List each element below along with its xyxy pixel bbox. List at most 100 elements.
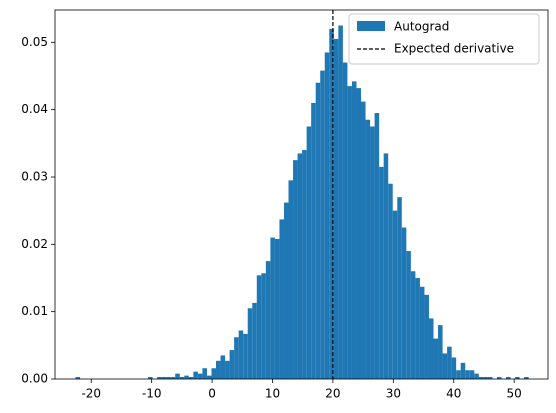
legend-label: Autograd [394,20,449,34]
bar [238,330,244,379]
bar [351,81,357,379]
bar [216,360,221,379]
bar [311,102,316,380]
bar [433,338,439,379]
legend-swatch [357,21,385,31]
bar [474,373,479,379]
bar [469,370,475,379]
bar [356,88,362,379]
bar [410,271,416,379]
bar [415,277,420,379]
x-tick-label: 50 [507,387,522,401]
bar [374,113,380,380]
bar [274,238,280,379]
bar [302,150,307,379]
bar [506,376,511,379]
x-tick-label: 0 [208,387,216,401]
bar [392,210,398,379]
bar [261,273,266,379]
bar [220,355,226,379]
bar [170,376,176,379]
bar [197,373,203,379]
bar [188,376,194,379]
bar [320,70,325,380]
bar [447,346,452,379]
y-tick-label: 0.04 [21,102,48,116]
bar [256,275,262,379]
legend-box [348,13,540,65]
bar [297,153,303,379]
bar [293,160,298,379]
bar [315,82,321,379]
x-tick-label: 10 [265,387,280,401]
bar [397,197,402,379]
bar [202,368,207,379]
bar [75,376,81,379]
x-tick-label: 40 [446,387,461,401]
bar [338,25,343,380]
bar [515,376,520,379]
bar [247,308,253,379]
bar [406,251,411,379]
x-tick-label: -10 [142,387,162,401]
bar [193,371,198,379]
y-tick-label: 0.05 [21,35,48,49]
bar [370,126,375,379]
bar [388,183,393,379]
bar [419,286,425,379]
bar [211,368,217,379]
bar [283,202,289,379]
x-tick-label: 20 [325,387,340,401]
x-tick-label: 30 [386,387,401,401]
bar [161,376,167,379]
bar [524,376,529,379]
bar [184,375,189,379]
bar [324,52,330,379]
y-tick-label: 0.00 [21,372,48,386]
bar [148,376,153,379]
bar [279,219,284,379]
bar [451,357,457,379]
bar [166,376,171,379]
bar [438,325,443,379]
bar [252,302,257,379]
legend: Autograd Expected derivative [348,13,540,65]
bar [225,360,230,379]
bar [496,376,502,379]
bar [428,318,434,379]
bar [365,119,371,380]
x-tick-label: -20 [81,387,101,401]
bar [243,333,248,379]
plot-frame [54,9,549,380]
bar [460,362,466,379]
bar [333,38,339,380]
bar [179,376,185,379]
y-tick-label: 0.01 [21,304,48,318]
y-tick-label: 0.02 [21,237,48,251]
bar [483,376,488,379]
bar [157,376,162,379]
bar [487,376,493,379]
bar [379,166,384,379]
bar [306,126,312,379]
bar [456,370,461,379]
bar [270,237,275,379]
bar [347,86,352,379]
bar [229,350,235,379]
bar [175,373,180,379]
bar [442,353,448,379]
bar [329,28,334,380]
legend-label: Expected derivative [394,42,514,56]
bar [424,294,429,379]
bar [383,153,389,379]
bar [361,101,366,379]
bar [401,227,407,379]
bar [288,180,294,379]
bar [478,376,484,379]
y-tick-label: 0.03 [21,169,48,183]
bar [342,62,348,379]
bar [234,337,239,379]
bar [465,370,470,379]
bar [265,261,271,379]
